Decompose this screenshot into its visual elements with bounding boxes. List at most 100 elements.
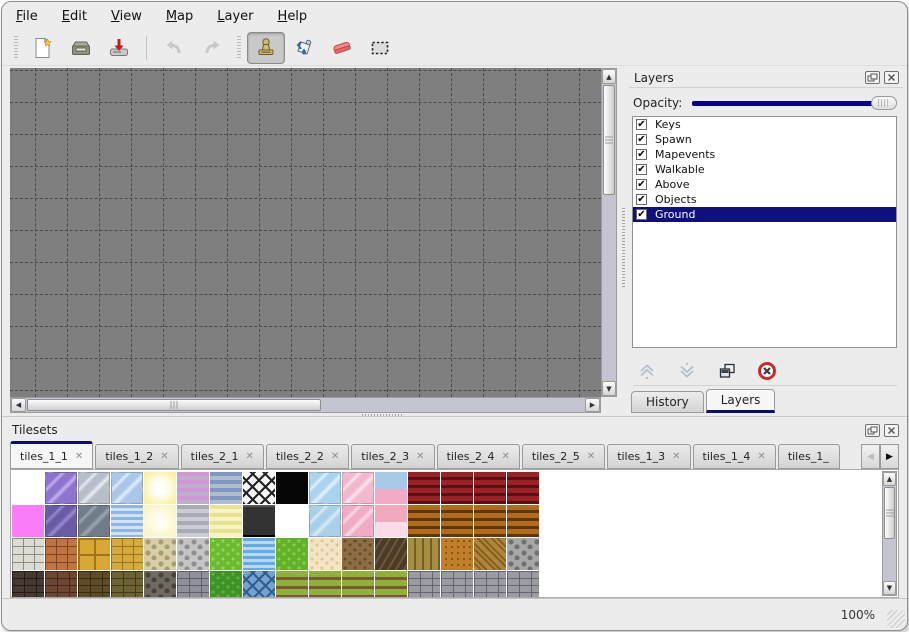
layer-row-mapevents[interactable]: ✔ Mapevents <box>633 147 896 162</box>
tileset-tab-tiles_2_2[interactable]: tiles_2_2 ✕ <box>265 444 350 469</box>
fill-tool-button[interactable] <box>285 32 323 64</box>
panel-splitter-horizontal[interactable] <box>362 414 402 417</box>
menu-edit[interactable]: Edit <box>61 8 87 24</box>
tile[interactable] <box>474 505 506 537</box>
tile[interactable] <box>144 538 176 570</box>
tile[interactable] <box>243 505 275 537</box>
tileset-tab-tiles_1_2[interactable]: tiles_1_2 ✕ <box>95 444 179 469</box>
opacity-slider[interactable] <box>692 95 897 111</box>
tile[interactable] <box>408 505 440 537</box>
dock-tab-layers[interactable]: Layers <box>705 389 776 413</box>
tile[interactable] <box>210 538 242 570</box>
layer-row-above[interactable]: ✔ Above <box>633 177 896 192</box>
tile[interactable] <box>210 571 242 597</box>
tile[interactable] <box>276 505 308 537</box>
dock-tab-history[interactable]: History <box>631 391 704 413</box>
save-map-button[interactable] <box>100 32 138 64</box>
tile[interactable] <box>507 571 539 597</box>
close-tab-icon[interactable]: ✕ <box>586 451 596 462</box>
tileset-tab-tiles_1_1[interactable]: tiles_1_1 ✕ <box>10 441 94 469</box>
float-panel-icon[interactable] <box>865 423 880 437</box>
palette-scrollbar[interactable]: ▲ ▼ <box>882 471 897 596</box>
panel-splitter-vertical[interactable] <box>619 68 628 413</box>
tileset-tab-tiles_1[interactable]: tiles_1_ <box>777 444 840 469</box>
close-tab-icon[interactable]: ✕ <box>672 451 681 462</box>
close-tab-icon[interactable]: ✕ <box>416 451 425 462</box>
tile[interactable] <box>45 505 77 537</box>
tile[interactable] <box>309 571 341 597</box>
tile[interactable] <box>375 571 407 597</box>
scroll-up-icon[interactable]: ▲ <box>602 69 616 84</box>
tile[interactable] <box>408 538 440 570</box>
eraser-tool-button[interactable] <box>323 32 361 64</box>
menu-map[interactable]: Map <box>165 8 194 24</box>
layer-visible-checkbox[interactable]: ✔ <box>636 164 647 175</box>
scroll-down-icon[interactable]: ▼ <box>883 581 896 595</box>
layer-visible-checkbox[interactable]: ✔ <box>636 194 647 205</box>
menu-layer[interactable]: Layer <box>217 8 254 24</box>
palette-scroll-thumb[interactable] <box>884 487 895 539</box>
tile[interactable] <box>177 505 209 537</box>
tile[interactable] <box>177 538 209 570</box>
tile[interactable] <box>45 538 77 570</box>
tile[interactable] <box>12 571 44 597</box>
tile[interactable] <box>441 505 473 537</box>
tile[interactable] <box>210 472 242 504</box>
tile[interactable] <box>474 538 506 570</box>
layer-row-keys[interactable]: ✔ Keys <box>633 117 896 132</box>
tile[interactable] <box>243 472 275 504</box>
delete-layer-button[interactable] <box>753 358 781 384</box>
tile[interactable] <box>276 571 308 597</box>
tile[interactable] <box>408 472 440 504</box>
duplicate-layer-button[interactable] <box>713 358 741 384</box>
canvas-vertical-scrollbar[interactable]: ▲ ▼ <box>601 68 617 397</box>
tile[interactable] <box>78 571 110 597</box>
move-layer-up-button[interactable] <box>633 358 661 384</box>
tile[interactable] <box>375 505 407 537</box>
tile[interactable] <box>441 538 473 570</box>
tile[interactable] <box>12 472 44 504</box>
opacity-slider-handle[interactable] <box>871 96 897 110</box>
tile[interactable] <box>342 538 374 570</box>
tile[interactable] <box>243 538 275 570</box>
tile[interactable] <box>111 538 143 570</box>
tile[interactable] <box>342 571 374 597</box>
tile[interactable] <box>375 538 407 570</box>
tileset-tab-tiles_2_4[interactable]: tiles_2_4 ✕ <box>436 444 520 469</box>
tile[interactable] <box>243 571 275 597</box>
scroll-down-icon[interactable]: ▼ <box>602 381 616 396</box>
tile[interactable] <box>111 472 143 504</box>
tileset-tab-tiles_1_4[interactable]: tiles_1_4 ✕ <box>692 444 776 469</box>
tile[interactable] <box>276 538 308 570</box>
layer-visible-checkbox[interactable]: ✔ <box>636 179 647 190</box>
tile[interactable] <box>507 538 539 570</box>
tile[interactable] <box>78 505 110 537</box>
close-tab-icon[interactable]: ✕ <box>160 451 169 462</box>
tile[interactable] <box>309 505 341 537</box>
tileset-tab-tiles_2_5[interactable]: tiles_2_5 ✕ <box>521 444 606 469</box>
select-tool-button[interactable] <box>361 32 399 64</box>
toolbar-handle[interactable] <box>12 35 20 60</box>
layer-visible-checkbox[interactable]: ✔ <box>636 209 647 220</box>
layer-row-ground[interactable]: ✔ Ground <box>633 207 896 222</box>
move-layer-down-button[interactable] <box>673 358 701 384</box>
toolbar-handle[interactable] <box>235 35 243 60</box>
menu-help[interactable]: Help <box>277 8 308 24</box>
tile[interactable] <box>474 472 506 504</box>
tile[interactable] <box>309 538 341 570</box>
open-map-button[interactable] <box>62 32 100 64</box>
close-tab-icon[interactable]: ✕ <box>245 451 254 462</box>
scroll-right-icon[interactable]: ▶ <box>585 398 600 412</box>
layer-row-spawn[interactable]: ✔ Spawn <box>633 132 896 147</box>
tile[interactable] <box>177 472 209 504</box>
canvas-horizontal-scrollbar[interactable]: ◀ ▶ <box>10 397 601 413</box>
tile[interactable] <box>342 472 374 504</box>
scroll-left-icon[interactable]: ◀ <box>11 398 26 412</box>
horizontal-scroll-thumb[interactable] <box>27 399 321 411</box>
tile[interactable] <box>45 571 77 597</box>
tile[interactable] <box>12 538 44 570</box>
tile[interactable] <box>309 472 341 504</box>
tile[interactable] <box>408 571 440 597</box>
new-map-button[interactable] <box>24 32 62 64</box>
tile[interactable] <box>144 571 176 597</box>
